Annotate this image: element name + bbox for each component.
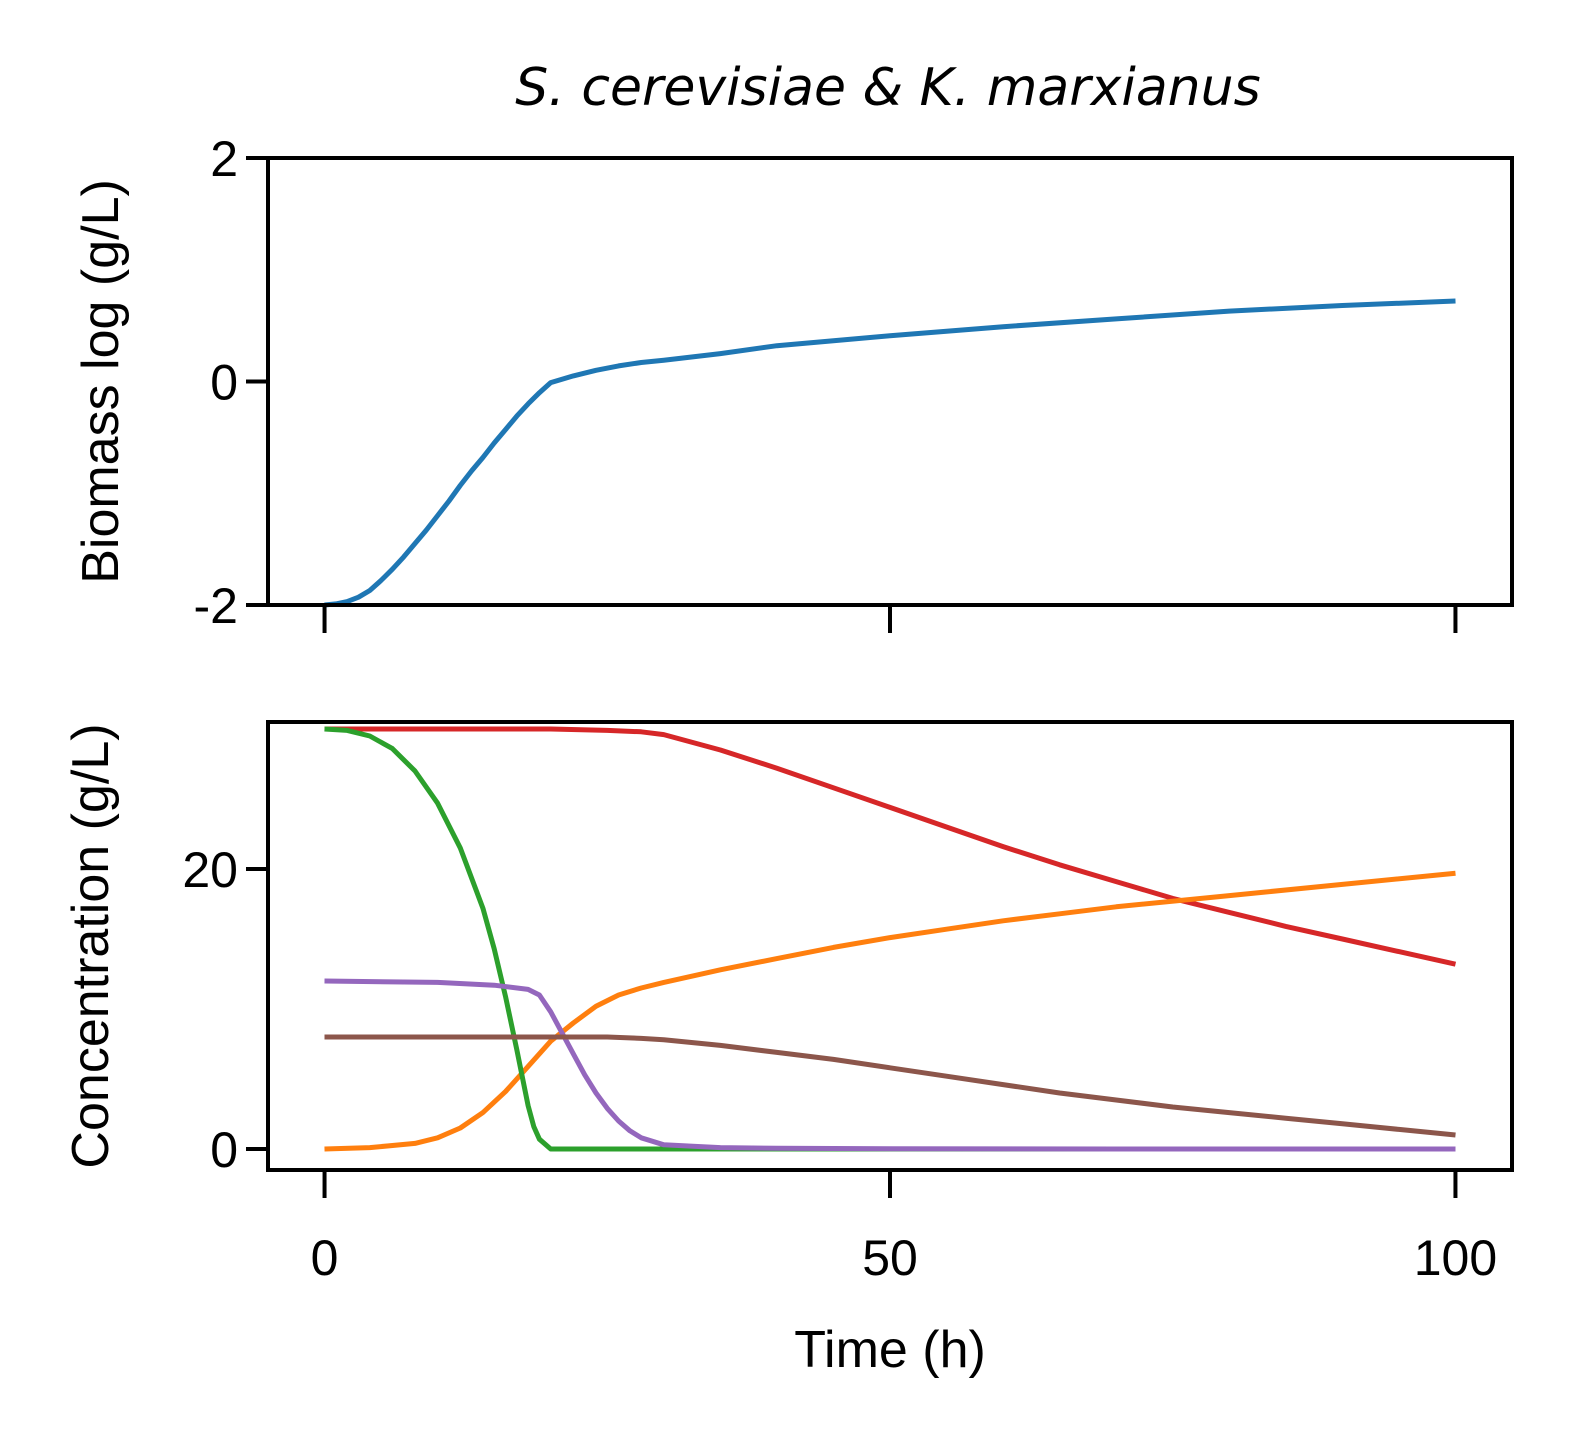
biomass-ytick-label: 0 <box>210 355 238 411</box>
concentration-series-line-0 <box>324 726 1457 967</box>
figure-title: S. cerevisiae & K. marxianus <box>515 58 1260 118</box>
biomass-panel: 2 0 -2 Biomass log (g/L) <box>72 131 1514 634</box>
concentration-xtick-label: 0 <box>311 1230 339 1286</box>
concentration-xtick-label: 50 <box>862 1230 918 1286</box>
concentration-series-line-1 <box>324 870 1456 1152</box>
concentration-ytick-label: 0 <box>210 1122 238 1178</box>
concentration-ylabel: Concentration (g/L) <box>62 723 120 1168</box>
concentration-ytick-label: 20 <box>182 842 238 898</box>
biomass-series-line-0 <box>324 298 1456 608</box>
concentration-series-line-3 <box>324 978 1456 1152</box>
biomass-axes-frame <box>266 156 1514 607</box>
biomass-ytick-label: -2 <box>194 578 238 634</box>
concentration-xtick-label: 100 <box>1414 1230 1497 1286</box>
biomass-ylabel: Biomass log (g/L) <box>72 179 130 584</box>
concentration-series-line-2 <box>324 726 1456 1152</box>
concentration-xlabel: Time (h) <box>794 1321 986 1379</box>
biomass-ytick-label: 2 <box>210 131 238 187</box>
concentration-panel: 20 0 0 50 100 Concentration (g/L) Time (h) <box>62 720 1514 1379</box>
concentration-series-line-4 <box>324 1034 1456 1138</box>
concentration-axes-frame <box>266 720 1514 1172</box>
